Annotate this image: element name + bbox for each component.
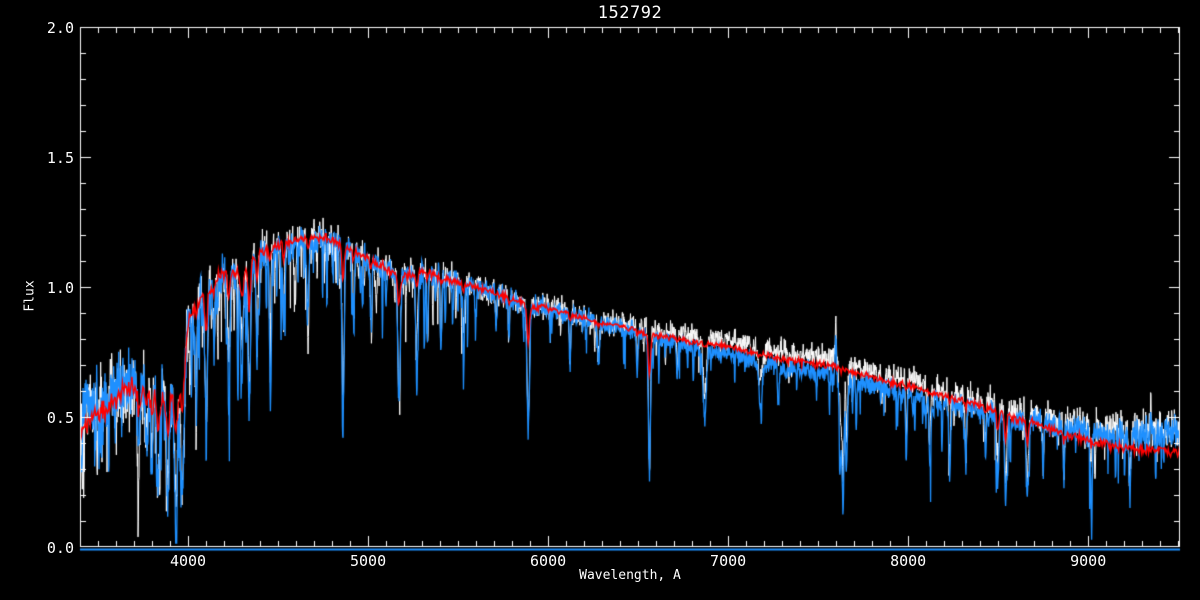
y-tick-label: 0.0 <box>46 539 74 557</box>
y-tick-label: 0.5 <box>46 409 74 427</box>
x-tick-label: 4000 <box>169 552 207 570</box>
y-tick-label: 1.5 <box>46 149 74 167</box>
plot-title: 152792 <box>597 3 663 23</box>
x-tick-label: 9000 <box>1070 552 1107 570</box>
x-tick-label: 5000 <box>349 552 387 570</box>
x-tick-label: 8000 <box>890 552 927 570</box>
y-tick-label: 2.0 <box>46 19 74 37</box>
y-tick-label: 1.0 <box>46 279 74 297</box>
x-tick-label: 6000 <box>530 552 567 570</box>
x-tick-label: 7000 <box>710 552 747 570</box>
x-axis-label: Wavelength, A <box>579 568 681 583</box>
